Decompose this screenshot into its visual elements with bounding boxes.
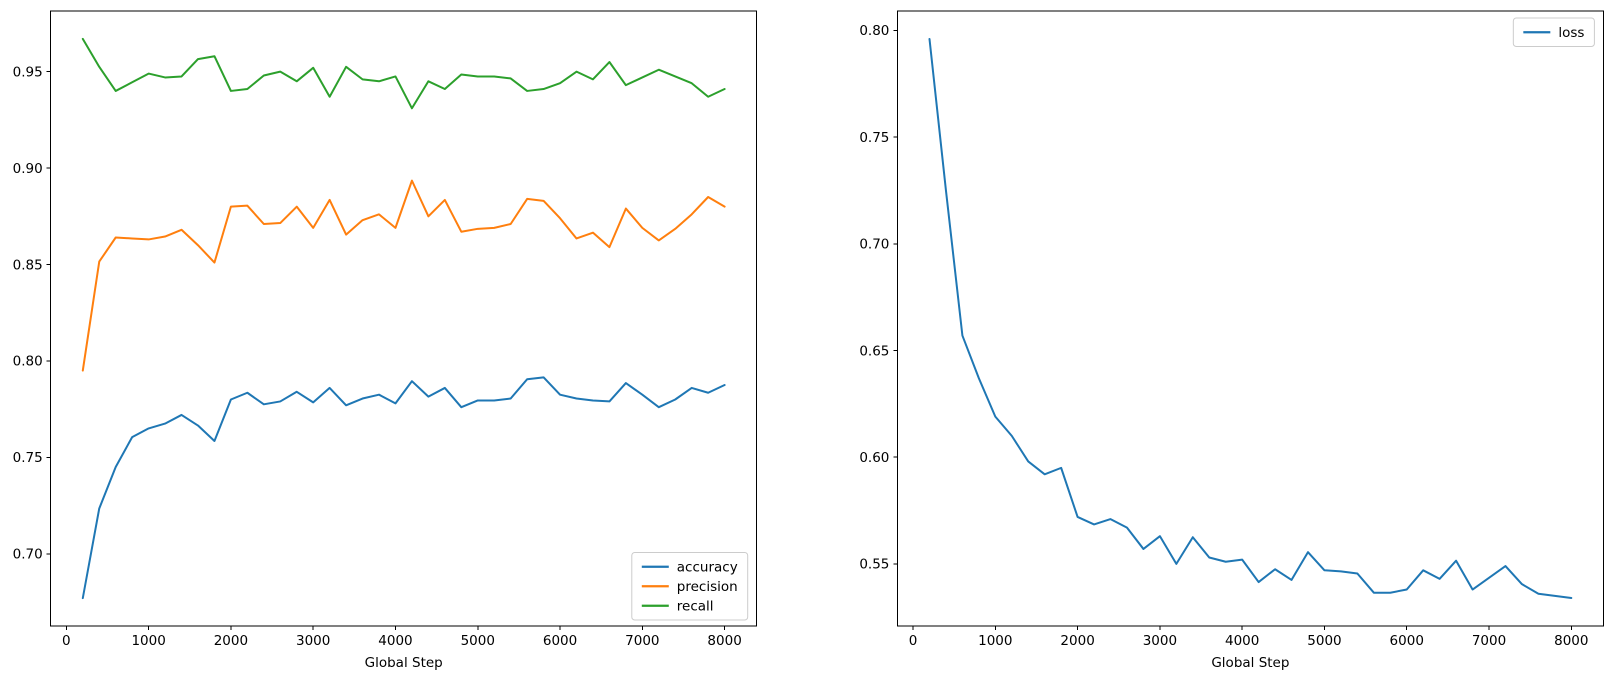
series-line-precision — [81, 179, 726, 372]
x-tick-label: 0 — [62, 633, 71, 649]
legend-label-precision: precision — [677, 579, 738, 595]
x-tick-label: 7000 — [1472, 633, 1506, 649]
x-tick-label: 5000 — [461, 633, 495, 649]
x-tick-label: 4000 — [378, 633, 412, 649]
y-tick-label: 0.80 — [859, 23, 889, 39]
x-tick-label: 4000 — [1225, 633, 1259, 649]
y-tick-label: 0.95 — [13, 64, 43, 80]
legend: loss — [1512, 17, 1595, 47]
legend-label-recall: recall — [677, 599, 714, 615]
axes-spines — [896, 10, 1604, 627]
y-tick-label: 0.80 — [13, 354, 43, 370]
series-line-accuracy — [81, 376, 726, 600]
y-tick-label: 0.70 — [859, 237, 889, 253]
legend-box — [1512, 17, 1595, 47]
legend-label-loss: loss — [1558, 25, 1584, 41]
y-tick-label: 0.70 — [13, 547, 43, 563]
y-tick-label: 0.75 — [13, 450, 43, 466]
series-line-recall — [81, 37, 726, 110]
x-tick-label: 0 — [909, 633, 918, 649]
subplot-loss: 0 1000 2000 3000 4000 5000 6000 7000 8000 0.55 0.6… — [859, 10, 1604, 671]
x-tick-label: 8000 — [707, 633, 741, 649]
x-tick-label: 3000 — [1143, 633, 1177, 649]
x-tick-label: 5000 — [1307, 633, 1341, 649]
subplot-metrics: 0 1000 2000 3000 4000 5000 6000 7000 8000 0.70 0.7… — [13, 10, 758, 671]
legend-box — [631, 552, 749, 621]
x-tick-label: 1000 — [978, 633, 1012, 649]
x-axis-label: Global Step — [1211, 655, 1289, 671]
axes-spines — [50, 10, 758, 627]
x-tick-label: 8000 — [1554, 633, 1588, 649]
legend: accuracy precision recall — [631, 552, 749, 621]
x-tick-label: 6000 — [1390, 633, 1424, 649]
y-tick-label: 0.90 — [13, 161, 43, 177]
y-tick-label: 0.65 — [859, 343, 889, 359]
y-tick-label: 0.75 — [859, 130, 889, 146]
series-line-loss — [928, 37, 1573, 600]
x-tick-label: 2000 — [1060, 633, 1094, 649]
x-tick-label: 3000 — [296, 633, 330, 649]
x-tick-label: 6000 — [543, 633, 577, 649]
y-tick-label: 0.60 — [859, 450, 889, 466]
x-tick-label: 1000 — [131, 633, 165, 649]
y-tick-label: 0.85 — [13, 257, 43, 273]
legend-label-accuracy: accuracy — [677, 560, 738, 576]
x-axis-label: Global Step — [365, 655, 443, 671]
y-tick-label: 0.55 — [859, 557, 889, 573]
x-tick-label: 7000 — [625, 633, 659, 649]
x-tick-label: 2000 — [214, 633, 248, 649]
